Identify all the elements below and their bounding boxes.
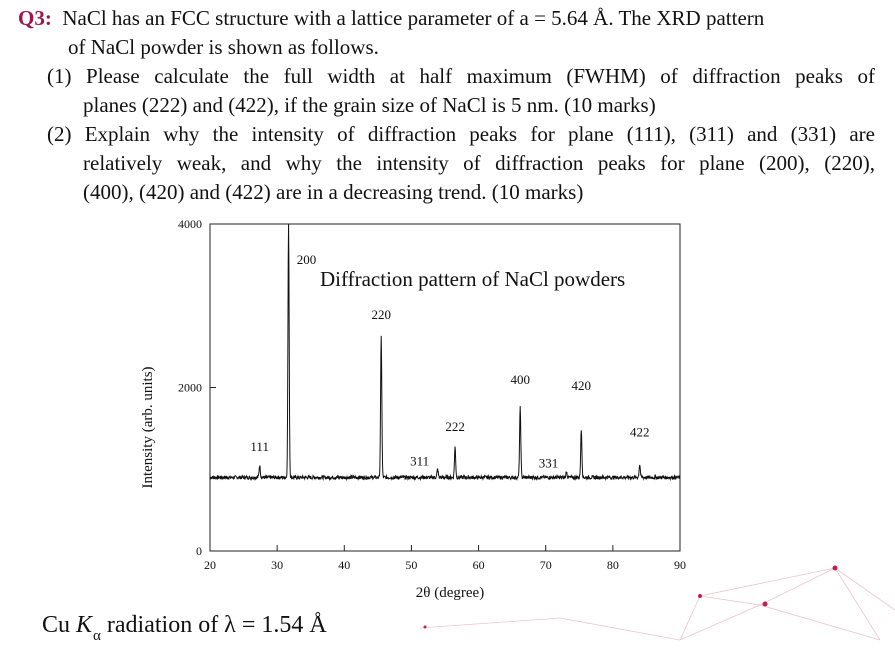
question-line: Q3: NaCl has an FCC structure with a lat… — [18, 4, 764, 32]
peak-labels: 111 200 220 311 222 400 331 420 422 — [250, 252, 649, 471]
xrd-pattern-line — [209, 223, 681, 482]
caption-suffix: radiation of λ = 1.54 Å — [100, 612, 327, 638]
peak-label: 400 — [510, 372, 530, 387]
peak-label: 222 — [445, 419, 465, 434]
x-axis: 20 30 40 50 60 70 80 90 — [204, 545, 686, 572]
radiation-caption: Cu Kα radiation of λ = 1.54 Å — [42, 612, 327, 644]
part2-line3: (400), (420) and (422) are in a decreasi… — [83, 180, 584, 204]
part2-line1: (2) Explain why the intensity of diffrac… — [47, 122, 875, 146]
x-tick-label: 30 — [271, 558, 283, 572]
x-tick-label: 80 — [607, 558, 619, 572]
peak-label: 200 — [297, 252, 317, 267]
caption-alpha: α — [93, 628, 101, 644]
chart-title: Diffraction pattern of NaCl powders — [320, 267, 625, 291]
caption-prefix: Cu — [42, 612, 77, 638]
x-tick-label: 90 — [674, 558, 686, 572]
x-tick-label: 70 — [540, 558, 552, 572]
question-label: Q3: — [18, 6, 52, 30]
peak-label: 111 — [250, 439, 269, 454]
part1-line2: planes (222) and (422), if the grain siz… — [83, 93, 656, 117]
x-tick-label: 50 — [405, 558, 417, 572]
x-tick-label: 20 — [204, 558, 216, 572]
part2-line2: relatively weak, and why the intensity o… — [83, 151, 875, 175]
y-tick-label: 2000 — [178, 381, 202, 395]
peak-label: 420 — [572, 378, 592, 393]
peak-label: 311 — [410, 453, 429, 468]
x-axis-label: 2θ (degree) — [416, 585, 484, 601]
y-tick-label: 4000 — [178, 217, 202, 231]
caption-k: K — [76, 612, 93, 638]
y-axis-label: Intensity (arb. units) — [140, 366, 156, 488]
x-tick-label: 60 — [473, 558, 485, 572]
peak-label: 220 — [371, 307, 391, 322]
question-intro: NaCl has an FCC structure with a lattice… — [62, 6, 765, 30]
xrd-chart: 0 2000 4000 20 30 40 50 60 70 80 90 111 200 220 311 2… — [140, 217, 686, 601]
question-intro-cont: of NaCl powder is shown as follows. — [68, 35, 379, 59]
peak-label: 331 — [539, 456, 559, 471]
peak-label: 422 — [630, 424, 650, 439]
part1-line1: (1) Please calculate the full width at h… — [47, 64, 875, 88]
y-tick-label: 0 — [196, 544, 202, 558]
y-axis: 0 2000 4000 — [178, 217, 216, 558]
x-tick-label: 40 — [338, 558, 350, 572]
